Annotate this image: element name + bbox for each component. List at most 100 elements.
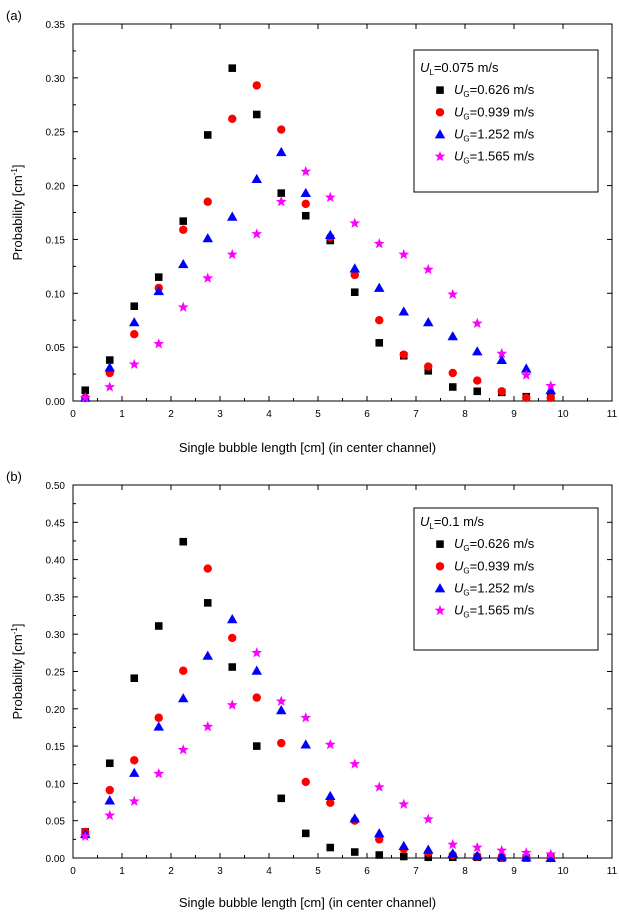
data-point (130, 302, 139, 310)
data-point (326, 843, 335, 852)
data-point (277, 738, 286, 748)
data-point (227, 614, 238, 624)
data-point (324, 738, 336, 750)
data-point (424, 367, 433, 375)
data-point (398, 306, 409, 316)
x-tick-label: 4 (266, 409, 272, 420)
data-point (448, 383, 457, 391)
data-point (349, 263, 360, 273)
data-point (448, 368, 457, 378)
legend-marker (434, 604, 446, 616)
data-point (252, 742, 261, 750)
data-point (447, 331, 458, 341)
data-point (422, 263, 434, 275)
legend-entry-label: UG=0.939 m/s (454, 104, 535, 121)
data-point (128, 795, 140, 806)
data-point (374, 828, 385, 838)
y-tick-label: 0.20 (46, 182, 66, 193)
data-point (202, 721, 214, 732)
data-point (300, 187, 311, 198)
legend-entry-label: UG=1.252 m/s (454, 126, 535, 143)
panel-b: (b) 0 1 2 3 4 5 6 7 8 9 10 11 0.00 0.05 0.10 0.15 0.20 0.2… (6, 469, 618, 910)
legend-marker (435, 562, 445, 571)
data-point (276, 146, 287, 157)
data-point (473, 376, 482, 385)
data-point (301, 829, 310, 838)
data-point (104, 381, 116, 392)
data-point (202, 233, 213, 243)
x-tick-label: 5 (315, 866, 321, 877)
data-point (130, 756, 139, 765)
data-point (203, 131, 212, 139)
data-point (202, 650, 213, 660)
x-tick-label: 7 (413, 866, 419, 877)
x-tick-label: 0 (70, 409, 76, 420)
y-tick-label: 0.25 (46, 128, 66, 139)
data-point (251, 173, 262, 184)
data-point (301, 211, 310, 220)
data-point (373, 781, 385, 792)
data-point (153, 285, 164, 296)
y-tick-label: 0.05 (46, 343, 66, 354)
data-point (375, 316, 384, 325)
data-point (399, 350, 408, 359)
data-point (105, 356, 114, 364)
data-point (203, 564, 212, 573)
data-point (129, 767, 140, 777)
data-point (424, 362, 433, 371)
data-point (177, 301, 189, 312)
data-point (522, 393, 531, 402)
y-tick-label: 0.50 (46, 481, 66, 492)
data-point (300, 712, 312, 723)
data-point (300, 165, 312, 177)
data-point (375, 851, 384, 859)
series-2 (80, 146, 556, 402)
data-point (104, 809, 116, 821)
data-point (399, 852, 408, 861)
data-point (472, 850, 483, 860)
x-tick-label: 10 (557, 866, 569, 877)
data-point (471, 841, 483, 853)
data-point (226, 248, 238, 260)
data-point (447, 288, 459, 299)
data-point (202, 272, 214, 283)
data-point (520, 369, 532, 380)
data-point (104, 795, 115, 805)
x-tick-label: 0 (70, 866, 76, 877)
data-point (251, 228, 263, 239)
data-point (545, 380, 557, 391)
legend-marker (436, 86, 444, 94)
legend-entry-label: UG=0.626 m/s (454, 82, 535, 99)
data-point (179, 217, 188, 225)
data-point (424, 853, 433, 862)
y-tick-label: 0.25 (46, 668, 66, 679)
data-point (545, 848, 557, 859)
data-point (545, 852, 556, 862)
data-point (128, 358, 140, 369)
data-point (301, 199, 310, 209)
panel-label: (b) (6, 469, 22, 484)
data-point (472, 346, 483, 356)
data-point (81, 386, 90, 395)
data-point (130, 330, 139, 339)
legend-marker (434, 129, 446, 139)
x-tick-label: 5 (315, 409, 321, 420)
data-point (154, 713, 163, 722)
data-point (177, 744, 189, 755)
data-point (422, 813, 434, 824)
y-tick-label: 0.35 (46, 593, 66, 604)
x-tick-label: 6 (364, 409, 370, 420)
data-point (179, 225, 188, 234)
data-point (324, 191, 336, 203)
data-point (520, 847, 532, 858)
x-tick-label: 8 (462, 409, 468, 420)
x-tick-label: 1 (119, 866, 125, 877)
data-point (496, 354, 507, 365)
data-point (277, 189, 286, 197)
data-point (447, 838, 459, 850)
data-point (374, 282, 385, 292)
data-point (276, 705, 287, 715)
data-point (423, 317, 434, 327)
legend-box (413, 49, 599, 193)
panel-a: (a) 0 1 2 3 4 5 6 7 8 9 10 11 0.00 0.05 0.10 0.15 0.20 0.2… (6, 8, 618, 455)
